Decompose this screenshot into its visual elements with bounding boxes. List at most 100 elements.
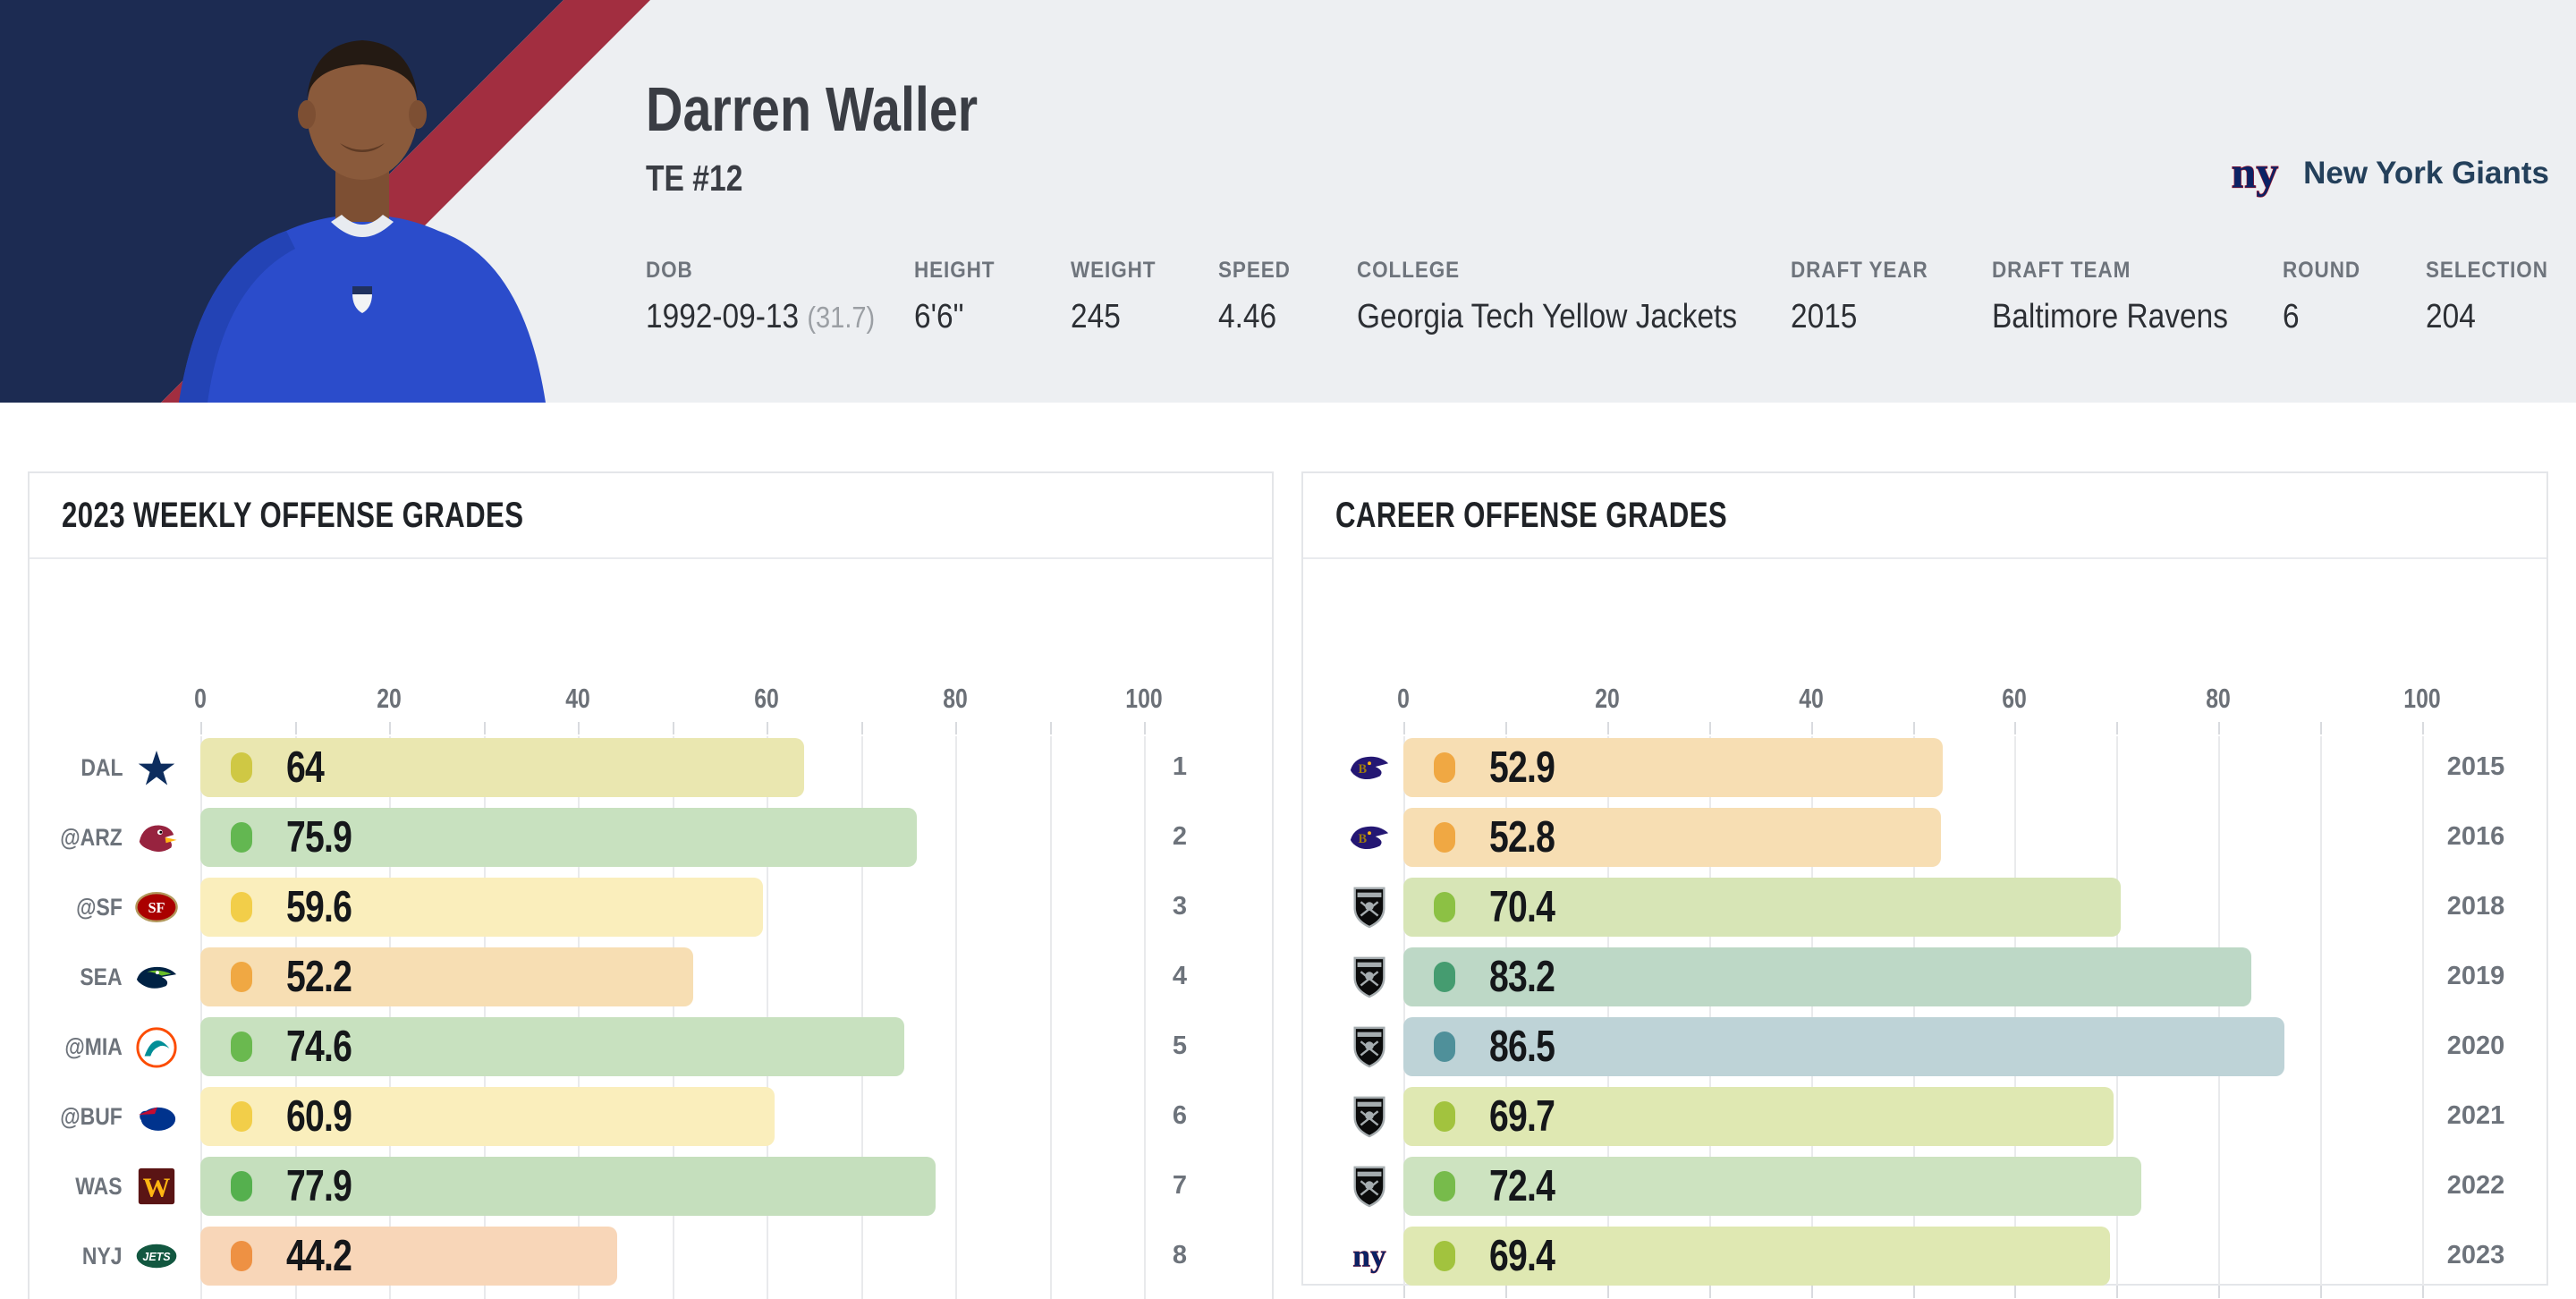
gridline <box>2014 736 2017 1286</box>
bio-label: SPEED <box>1218 258 1291 283</box>
ravens-logo: B <box>1348 816 1391 859</box>
opponent-label: SEA <box>80 963 123 990</box>
grade-bar[interactable]: 59.6 <box>200 878 763 937</box>
opponent-label: @BUF <box>60 1102 123 1130</box>
grade-marker <box>231 1032 252 1062</box>
side-axis-label: 2020 <box>2446 1032 2505 1060</box>
side-axis-label: 8 <box>1172 1241 1188 1269</box>
axis-label: 60 <box>2002 683 2028 714</box>
grade-bar[interactable]: 72.4 <box>1403 1157 2141 1216</box>
gridline <box>955 736 957 1299</box>
grade-bar[interactable]: 52.2 <box>200 947 693 1006</box>
grade-bar[interactable]: 52.9 <box>1403 738 1943 797</box>
cowboys-logo <box>135 746 178 789</box>
seahawks-logo <box>135 955 178 998</box>
axis-label: 60 <box>754 683 779 714</box>
axis-label: 80 <box>2206 683 2231 714</box>
bio-item: SPEED 4.46 <box>1218 258 1357 336</box>
raiders-logo <box>1348 1025 1391 1068</box>
grade-bar[interactable]: 75.9 <box>200 808 917 867</box>
axis-tick <box>200 722 202 734</box>
grade-marker <box>1434 1032 1455 1062</box>
side-axis-label: 2023 <box>2446 1241 2505 1269</box>
grade-marker <box>1434 1171 1455 1201</box>
svg-text:B: B <box>1359 762 1368 777</box>
grade-bar[interactable]: 77.9 <box>200 1157 936 1216</box>
axis-tick <box>1912 1286 1915 1298</box>
side-axis-label: 2016 <box>2446 822 2505 851</box>
grade-marker <box>231 1101 252 1132</box>
side-axis-label: 3 <box>1172 892 1188 921</box>
grade-value: 70.4 <box>1489 883 1555 931</box>
career-grades-panel: CAREER OFFENSE GRADES 002020404060608080… <box>1301 471 2548 1298</box>
opponent-label: DAL <box>80 753 123 781</box>
bio-label: HEIGHT <box>914 258 996 283</box>
grade-bar[interactable]: 44.2 <box>200 1227 618 1286</box>
side-axis-label: 1 <box>1172 752 1188 781</box>
axis-tick <box>2116 1286 2119 1298</box>
team-chip[interactable]: ny New York Giants <box>2226 145 2549 202</box>
bio-value: 2015 <box>1791 298 1858 335</box>
axis-tick <box>1504 1286 1507 1298</box>
bio-label: DRAFT TEAM <box>1992 258 2131 283</box>
giants-logo: ny <box>2226 145 2284 202</box>
bio-value: 1992-09-13 (31.7) <box>646 298 876 335</box>
grade-bar[interactable]: 52.8 <box>1403 808 1942 867</box>
grade-bar[interactable]: 69.7 <box>1403 1087 2114 1146</box>
svg-text:SF: SF <box>148 899 165 916</box>
niners-logo: SF <box>135 886 178 929</box>
grade-marker <box>1434 1241 1455 1271</box>
grade-bar[interactable]: 60.9 <box>200 1087 775 1146</box>
raiders-logo <box>1348 1095 1391 1138</box>
side-axis-label: 2018 <box>2446 892 2505 921</box>
axis-tick <box>955 722 957 734</box>
bio-label: ROUND <box>2283 258 2361 283</box>
grade-bar[interactable]: 69.4 <box>1403 1227 2111 1286</box>
axis-tick <box>2116 722 2119 734</box>
svg-text:ny: ny <box>1352 1238 1386 1274</box>
career-panel-header: CAREER OFFENSE GRADES <box>1303 473 2546 559</box>
grade-value: 75.9 <box>286 813 352 862</box>
ravens-logo: B <box>1348 746 1391 789</box>
grade-value: 60.9 <box>286 1092 352 1141</box>
cardinals-logo <box>135 816 178 859</box>
side-axis-label: 5 <box>1172 1032 1188 1060</box>
gridline <box>1708 736 1711 1286</box>
side-axis-label: 6 <box>1172 1101 1188 1130</box>
grade-bar[interactable]: 74.6 <box>200 1017 905 1076</box>
axis-label: 0 <box>1397 683 1410 714</box>
svg-text:JETS: JETS <box>142 1251 171 1263</box>
weekly-grades-panel: 2023 WEEKLY OFFENSE GRADES 0 20 40 60 80 100 D… <box>28 471 1274 1299</box>
side-axis-label: 2015 <box>2446 752 2505 781</box>
grade-value: 77.9 <box>286 1162 352 1210</box>
bio-item: DRAFT TEAM Baltimore Ravens <box>1992 258 2283 336</box>
grade-value: 59.6 <box>286 883 352 931</box>
raiders-logo <box>1348 1165 1391 1208</box>
axis-tick <box>1144 722 1146 734</box>
grade-value: 86.5 <box>1489 1023 1555 1071</box>
bio-item: HEIGHT 6'6" <box>914 258 1071 336</box>
grade-bar[interactable]: 86.5 <box>1403 1017 2285 1076</box>
grade-bar[interactable]: 70.4 <box>1403 878 2121 937</box>
side-axis-label: 2021 <box>2446 1101 2505 1130</box>
axis-tick <box>2320 1286 2323 1298</box>
gridline <box>200 736 202 1299</box>
side-axis-label: 2022 <box>2446 1171 2505 1200</box>
grade-marker <box>231 1241 252 1271</box>
grade-marker <box>231 962 252 992</box>
axis-tick <box>1606 1286 1609 1298</box>
weekly-panel-title: 2023 WEEKLY OFFENSE GRADES <box>62 495 524 535</box>
grade-marker <box>1434 822 1455 853</box>
axis-label: 0 <box>194 683 207 714</box>
grade-bar[interactable]: 83.2 <box>1403 947 2251 1006</box>
grade-marker <box>1434 752 1455 783</box>
gridline <box>1912 736 1915 1286</box>
grade-marker <box>1434 962 1455 992</box>
axis-tick <box>1912 722 1915 734</box>
grade-marker <box>231 1171 252 1201</box>
grade-bar[interactable]: 64 <box>200 738 805 797</box>
opponent-label: NYJ <box>82 1242 123 1269</box>
grade-value: 52.9 <box>1489 743 1555 792</box>
grade-marker <box>231 892 252 922</box>
bio-item: DRAFT YEAR 2015 <box>1791 258 1992 336</box>
